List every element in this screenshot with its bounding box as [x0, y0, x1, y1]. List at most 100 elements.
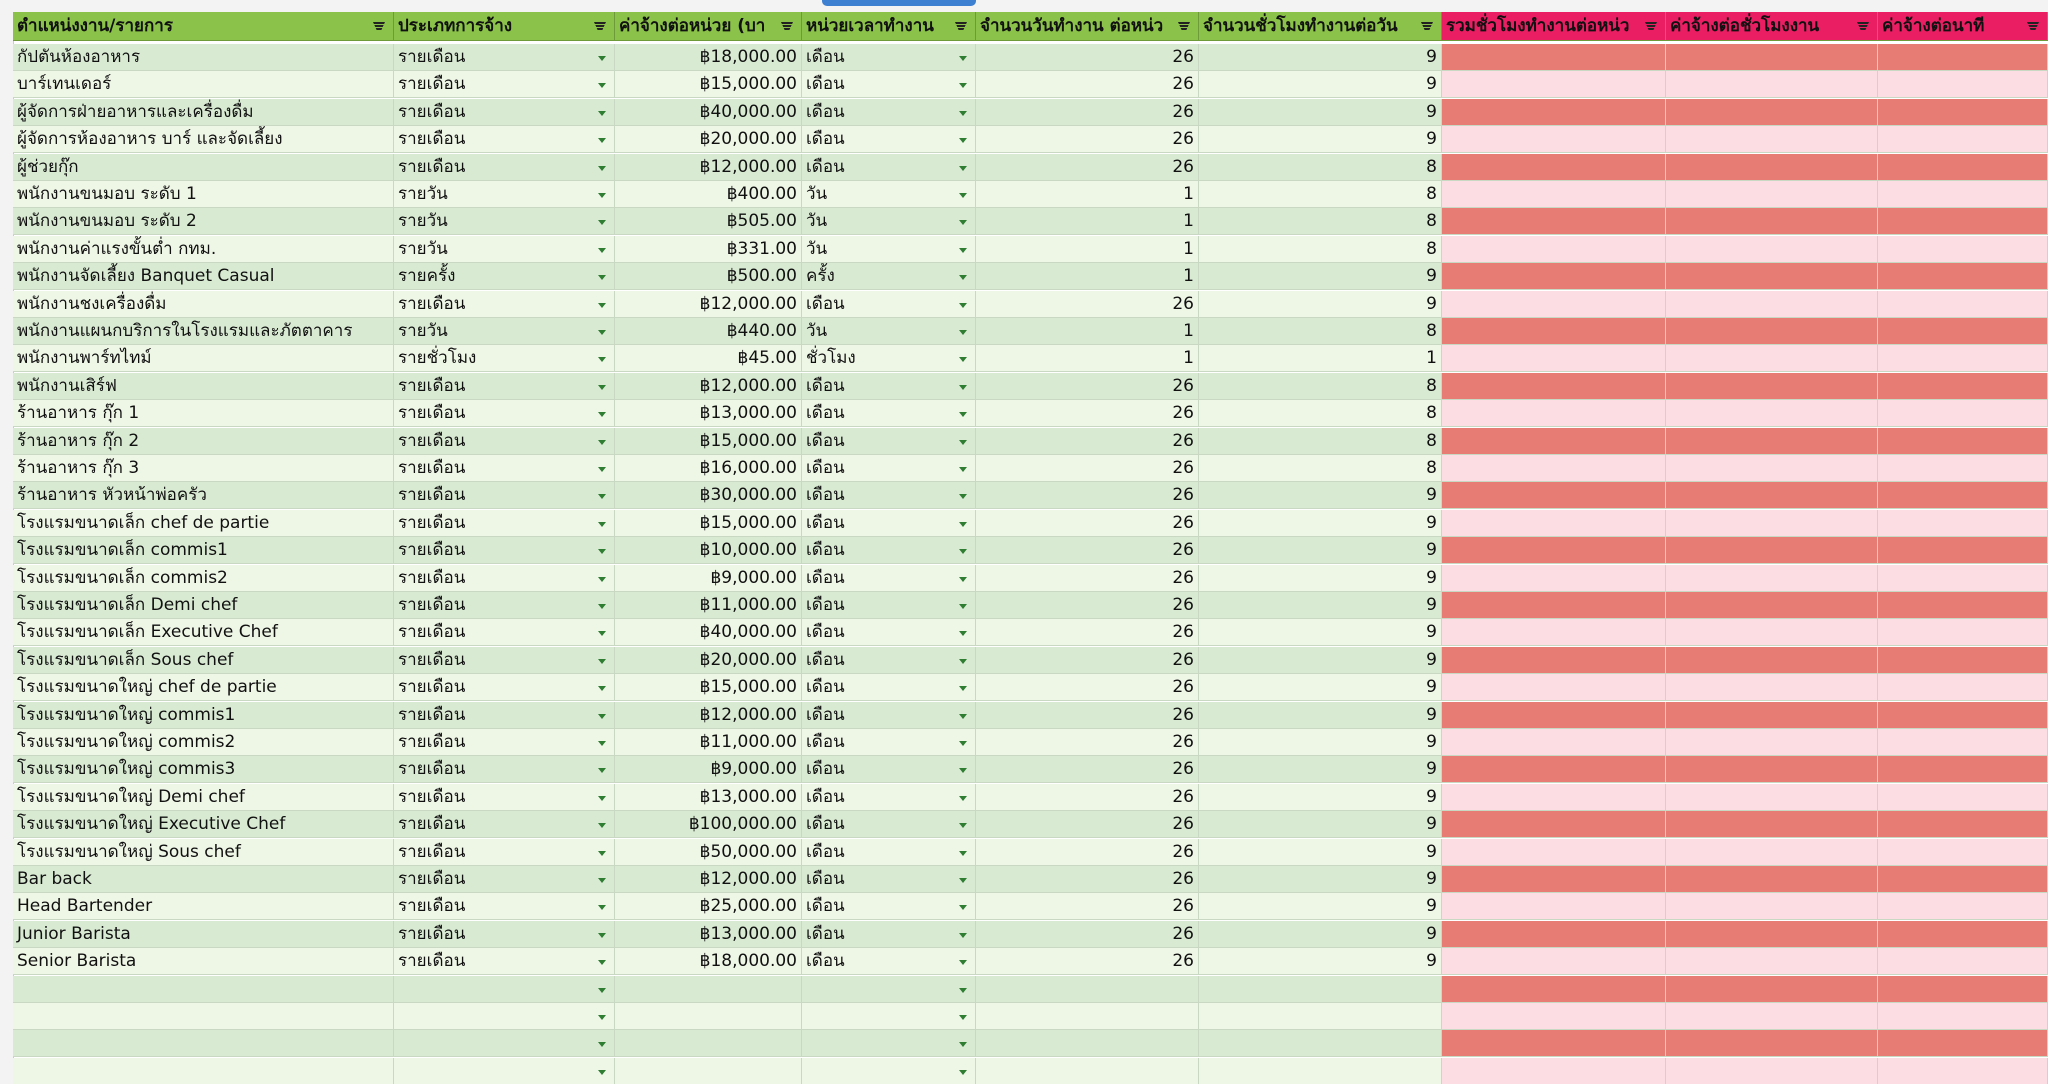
- cell[interactable]: เดือน: [802, 784, 976, 811]
- cell[interactable]: รายเดือน: [394, 537, 615, 564]
- column-header[interactable]: จำนวนชั่วโมงทำงานต่อวัน: [1199, 12, 1442, 41]
- cell[interactable]: เดือน: [802, 839, 976, 866]
- cell[interactable]: กัปตันห้องอาหาร: [13, 44, 394, 71]
- cell[interactable]: รายครั้ง: [394, 263, 615, 290]
- cell[interactable]: วัน: [802, 236, 976, 263]
- cell[interactable]: เดือน: [802, 455, 976, 482]
- floating-button[interactable]: [822, 0, 976, 6]
- cell[interactable]: 26: [976, 756, 1199, 783]
- cell[interactable]: 8: [1199, 236, 1442, 263]
- cell[interactable]: ฿12,000.00: [615, 866, 802, 893]
- cell[interactable]: รายเดือน: [394, 126, 615, 153]
- cell[interactable]: รายเดือน: [394, 482, 615, 509]
- cell[interactable]: ฿100,000.00: [615, 811, 802, 838]
- cell[interactable]: 1: [976, 236, 1199, 263]
- cell[interactable]: รายเดือน: [394, 674, 615, 701]
- cell[interactable]: ฿331.00: [615, 236, 802, 263]
- cell[interactable]: [394, 1058, 615, 1084]
- cell[interactable]: รายเดือน: [394, 373, 615, 400]
- cell[interactable]: รายเดือน: [394, 866, 615, 893]
- cell[interactable]: รายเดือน: [394, 948, 615, 975]
- cell[interactable]: Junior Barista: [13, 921, 394, 948]
- cell[interactable]: 8: [1199, 373, 1442, 400]
- cell[interactable]: รายเดือน: [394, 756, 615, 783]
- cell[interactable]: 26: [976, 71, 1199, 98]
- column-header[interactable]: ตำแหน่งงาน/รายการ: [13, 12, 394, 41]
- cell[interactable]: รายเดือน: [394, 592, 615, 619]
- cell[interactable]: ฿30,000.00: [615, 482, 802, 509]
- cell[interactable]: เดือน: [802, 99, 976, 126]
- cell[interactable]: 9: [1199, 784, 1442, 811]
- cell[interactable]: รายวัน: [394, 236, 615, 263]
- cell[interactable]: 26: [976, 811, 1199, 838]
- cell[interactable]: เดือน: [802, 565, 976, 592]
- cell[interactable]: โรงแรมขนาดเล็ก chef de partie: [13, 510, 394, 537]
- cell[interactable]: ฿9,000.00: [615, 565, 802, 592]
- cell[interactable]: 26: [976, 154, 1199, 181]
- cell[interactable]: รายเดือน: [394, 619, 615, 646]
- cell[interactable]: 8: [1199, 428, 1442, 455]
- cell[interactable]: 9: [1199, 839, 1442, 866]
- cell[interactable]: 26: [976, 921, 1199, 948]
- cell[interactable]: 26: [976, 592, 1199, 619]
- cell[interactable]: รายเดือน: [394, 839, 615, 866]
- cell[interactable]: เดือน: [802, 619, 976, 646]
- cell[interactable]: [1199, 1058, 1442, 1084]
- cell[interactable]: เดือน: [802, 126, 976, 153]
- cell[interactable]: [13, 1003, 394, 1030]
- cell[interactable]: ฿40,000.00: [615, 619, 802, 646]
- cell[interactable]: ฿440.00: [615, 318, 802, 345]
- cell[interactable]: 8: [1199, 400, 1442, 427]
- cell[interactable]: [976, 976, 1199, 1003]
- cell[interactable]: ฿13,000.00: [615, 784, 802, 811]
- cell[interactable]: 8: [1199, 181, 1442, 208]
- cell[interactable]: รายวัน: [394, 318, 615, 345]
- cell[interactable]: 1: [976, 318, 1199, 345]
- cell[interactable]: รายเดือน: [394, 921, 615, 948]
- cell[interactable]: 26: [976, 893, 1199, 920]
- cell[interactable]: เดือน: [802, 948, 976, 975]
- cell[interactable]: [1199, 1030, 1442, 1057]
- cell[interactable]: รายเดือน: [394, 455, 615, 482]
- cell[interactable]: เดือน: [802, 756, 976, 783]
- cell[interactable]: 9: [1199, 948, 1442, 975]
- cell[interactable]: 1: [1199, 345, 1442, 372]
- cell[interactable]: Senior Barista: [13, 948, 394, 975]
- cell[interactable]: 26: [976, 99, 1199, 126]
- cell[interactable]: [802, 1030, 976, 1057]
- cell[interactable]: 9: [1199, 592, 1442, 619]
- cell[interactable]: [976, 1058, 1199, 1084]
- cell[interactable]: 9: [1199, 263, 1442, 290]
- cell[interactable]: รายเดือน: [394, 71, 615, 98]
- cell[interactable]: ร้านอาหาร กุ๊ก 1: [13, 400, 394, 427]
- cell[interactable]: เดือน: [802, 510, 976, 537]
- cell[interactable]: เดือน: [802, 702, 976, 729]
- cell[interactable]: 26: [976, 537, 1199, 564]
- cell[interactable]: 26: [976, 455, 1199, 482]
- cell[interactable]: [976, 1030, 1199, 1057]
- cell[interactable]: พนักงานขนมอบ ระดับ 2: [13, 208, 394, 235]
- column-header[interactable]: รวมชั่วโมงทำงานต่อหน่ว: [1442, 12, 1666, 41]
- cell[interactable]: ฿12,000.00: [615, 702, 802, 729]
- cell[interactable]: รายเดือน: [394, 565, 615, 592]
- cell[interactable]: เดือน: [802, 291, 976, 318]
- cell[interactable]: วัน: [802, 208, 976, 235]
- cell[interactable]: โรงแรมขนาดใหญ่ Demi chef: [13, 784, 394, 811]
- cell[interactable]: [615, 1003, 802, 1030]
- cell[interactable]: ฿12,000.00: [615, 373, 802, 400]
- cell[interactable]: [802, 1003, 976, 1030]
- cell[interactable]: ฿15,000.00: [615, 510, 802, 537]
- cell[interactable]: 26: [976, 565, 1199, 592]
- cell[interactable]: 26: [976, 839, 1199, 866]
- cell[interactable]: 9: [1199, 291, 1442, 318]
- cell[interactable]: 9: [1199, 893, 1442, 920]
- cell[interactable]: รายเดือน: [394, 702, 615, 729]
- cell[interactable]: ผู้จัดการฝ่ายอาหารและเครื่องดื่ม: [13, 99, 394, 126]
- cell[interactable]: 26: [976, 619, 1199, 646]
- cell[interactable]: 9: [1199, 126, 1442, 153]
- cell[interactable]: ฿11,000.00: [615, 729, 802, 756]
- cell[interactable]: Bar back: [13, 866, 394, 893]
- cell[interactable]: เดือน: [802, 674, 976, 701]
- cell[interactable]: ฿45.00: [615, 345, 802, 372]
- cell[interactable]: ฿20,000.00: [615, 647, 802, 674]
